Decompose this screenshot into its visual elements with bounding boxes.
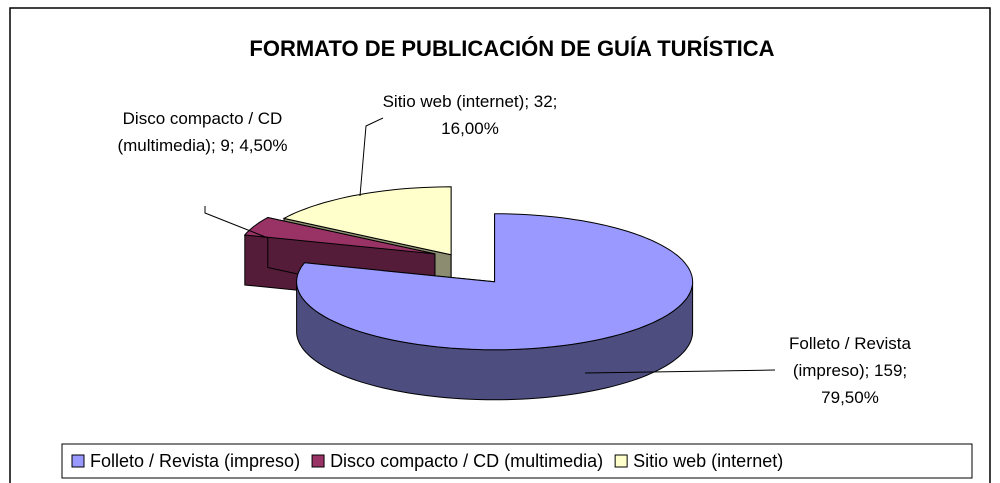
legend-label: Folleto / Revista (impreso) bbox=[90, 451, 300, 471]
legend-swatch bbox=[311, 454, 325, 468]
leader-line bbox=[359, 117, 384, 197]
data-label-box: Folleto / Revista (impreso); 159; 79,50% bbox=[789, 334, 911, 407]
slice bbox=[243, 216, 436, 255]
pie bbox=[243, 186, 694, 401]
data-label-box: Disco compacto / CD (multimedia); 9; 4,5… bbox=[117, 109, 288, 155]
legend-label: Disco compacto / CD (multimedia) bbox=[330, 451, 603, 471]
legend-label: Sitio web (internet) bbox=[633, 451, 783, 471]
data-label: Folleto / Revista (impreso); 159; 79,50% bbox=[789, 334, 911, 407]
slice bbox=[296, 213, 694, 351]
legend-swatch bbox=[614, 454, 628, 468]
legend-box bbox=[61, 443, 973, 479]
leader-lines bbox=[204, 117, 776, 374]
data-label-box: Sitio web (internet); 32; 16,00% bbox=[382, 92, 558, 138]
leader-line bbox=[204, 206, 269, 239]
legend: Folleto / Revista (impreso) Disco compact… bbox=[71, 451, 783, 471]
slice bbox=[282, 186, 452, 256]
data-label: Disco compacto / CD (multimedia); 9; 4,5… bbox=[117, 109, 288, 155]
legend-swatch bbox=[71, 454, 85, 468]
chart-border bbox=[9, 7, 991, 483]
leader-line bbox=[584, 369, 776, 374]
data-label: Sitio web (internet); 32; 16,00% bbox=[382, 92, 558, 138]
chart-title: FORMATO DE PUBLICACIÓN DE GUÍA TURÍSTICA bbox=[249, 36, 774, 61]
